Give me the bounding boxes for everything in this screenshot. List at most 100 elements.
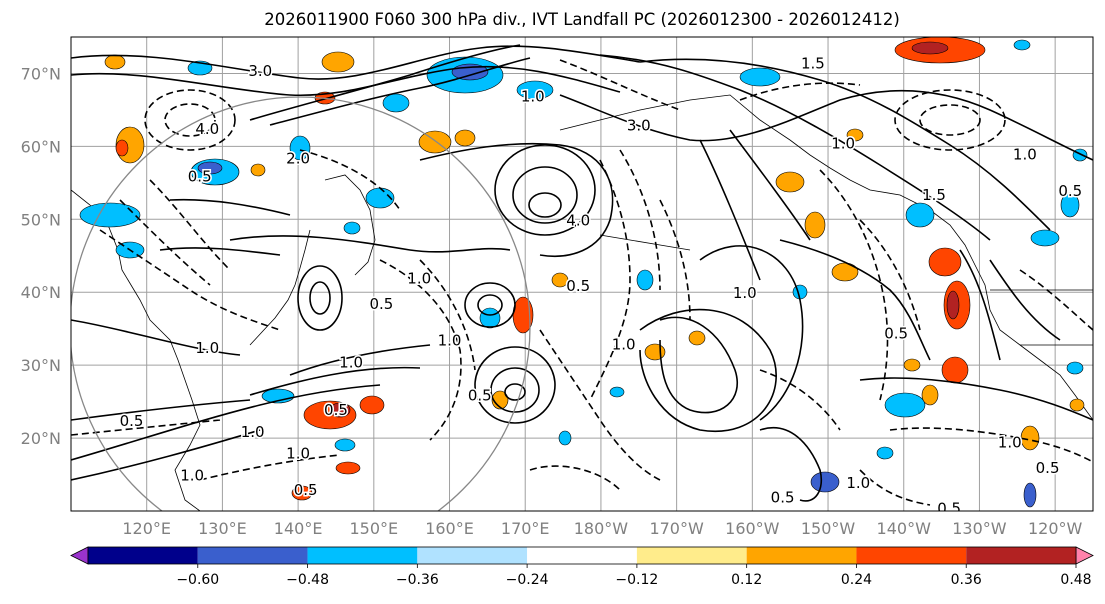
contour-line <box>759 369 841 431</box>
contour-line <box>859 219 921 331</box>
colorbar-extend-high <box>1075 546 1094 565</box>
div-blob <box>928 247 962 277</box>
contour-line <box>859 469 931 506</box>
contour-line <box>639 58 1051 231</box>
div-blob <box>739 67 781 87</box>
colorbar-bin <box>417 547 528 564</box>
contour-label: 1.0 <box>438 332 462 350</box>
contour-label: 1.0 <box>286 445 310 463</box>
contour-line <box>859 377 1093 421</box>
contour-ring <box>490 367 540 413</box>
contour-label: 0.5 <box>369 295 393 313</box>
contour-line <box>289 344 431 376</box>
contour-label: 1.0 <box>846 474 870 492</box>
colorbar-bin <box>746 547 857 564</box>
contour-line <box>619 149 661 291</box>
contour-line <box>529 465 621 491</box>
contour-line <box>639 308 777 433</box>
contour-ring <box>477 294 503 316</box>
map-panel: 1.0 1.0 0.5 0.5 0.5 0.5 1.0 1.0 1.0 1.0 0.5 1.0 1.0 0… <box>70 36 1094 512</box>
div-blob <box>946 290 960 320</box>
contour-ring <box>512 166 578 224</box>
lon-tick-label: 180°W <box>574 519 629 538</box>
contour-label: 0.5 <box>188 168 212 186</box>
contour-line <box>119 199 211 286</box>
div-blob <box>941 356 969 384</box>
colorbar-bin <box>856 547 967 564</box>
lon-tick-label: 160°E <box>425 519 474 538</box>
region-circle <box>71 96 531 511</box>
div-blob <box>329 402 351 418</box>
longitude-labels: 120°E 130°E 140°E 150°E 160°E 170°E 180°W 170°W… <box>122 519 1082 538</box>
coastline-layer <box>71 94 1093 511</box>
contour-ring <box>919 104 981 136</box>
div-blob <box>1069 398 1085 412</box>
contour-label: 1.0 <box>241 423 265 441</box>
colorbar-tick-label: −0.48 <box>286 572 329 588</box>
div-blob <box>911 41 949 55</box>
contour-ring <box>474 346 556 424</box>
alaska-coastline <box>559 94 931 211</box>
lon-tick-label: 120°E <box>122 519 171 538</box>
contour-label: 3.0 <box>248 62 272 80</box>
contour-line <box>699 245 804 421</box>
contour-line <box>739 82 861 101</box>
lat-lon-grid <box>71 37 1093 511</box>
contour-line <box>599 54 991 241</box>
div-blob <box>334 438 356 452</box>
north-america-coastline <box>929 209 1093 421</box>
contour-label: 0.5 <box>566 277 590 295</box>
lat-tick-label: 20°N <box>21 429 61 448</box>
div-blob <box>104 54 126 70</box>
japan-coastline <box>249 229 311 346</box>
contour-ring <box>164 103 216 137</box>
contour-label: 0.5 <box>468 386 492 404</box>
colorbar-tick-label: 0.12 <box>731 572 762 588</box>
chart-title: 2026011900 F060 300 hPa div., IVT Landfa… <box>264 10 900 29</box>
div-blob <box>1023 482 1037 508</box>
div-blob <box>921 384 939 406</box>
div-blob <box>609 386 625 398</box>
latitude-labels: 20°N 30°N 40°N 50°N 60°N 70°N <box>21 64 61 448</box>
contour-ring <box>494 144 596 236</box>
div-blob <box>905 202 935 228</box>
div-blob <box>1013 39 1031 51</box>
contour-label: 4.0 <box>195 120 219 138</box>
contour-label: 2.0 <box>286 149 310 167</box>
div-blob <box>359 395 385 415</box>
div-blob <box>115 139 129 157</box>
contour-label: 0.5 <box>120 412 144 430</box>
contour-label: 1.0 <box>998 434 1022 452</box>
div-blob <box>551 272 569 288</box>
lon-tick-label: 140°W <box>877 519 932 538</box>
lon-tick-label: 150°W <box>801 519 856 538</box>
div-blob <box>516 80 554 100</box>
colorbar-tick-label: −0.60 <box>176 572 219 588</box>
contour-line <box>699 139 761 281</box>
colorbar-tick-label: −0.24 <box>506 572 549 588</box>
colorbar-tick-label: 0.36 <box>951 572 982 588</box>
contour-line <box>71 419 221 436</box>
contour-line <box>419 259 476 371</box>
contour-line <box>71 319 241 356</box>
div-blob <box>876 446 894 460</box>
div-blob <box>688 330 706 346</box>
contour-ring <box>297 265 343 331</box>
colorbar-extend-low <box>70 546 89 565</box>
contour-label: 1.0 <box>339 354 363 372</box>
contour-line <box>659 316 738 414</box>
colorbar-tick-label: −0.36 <box>396 572 439 588</box>
contour-line <box>959 249 1001 361</box>
lat-tick-label: 40°N <box>21 283 61 302</box>
contour-line <box>199 454 341 481</box>
contour-line <box>419 142 614 257</box>
contour-label: 1.0 <box>612 335 636 353</box>
contour-line <box>1019 269 1093 331</box>
lat-tick-label: 70°N <box>21 64 61 83</box>
contour-line <box>989 259 1061 341</box>
lat-tick-label: 30°N <box>21 356 61 375</box>
divergence-shading <box>79 37 1088 508</box>
contour-line <box>159 247 281 256</box>
contour-line <box>229 235 511 253</box>
asia-coastline <box>71 189 201 511</box>
